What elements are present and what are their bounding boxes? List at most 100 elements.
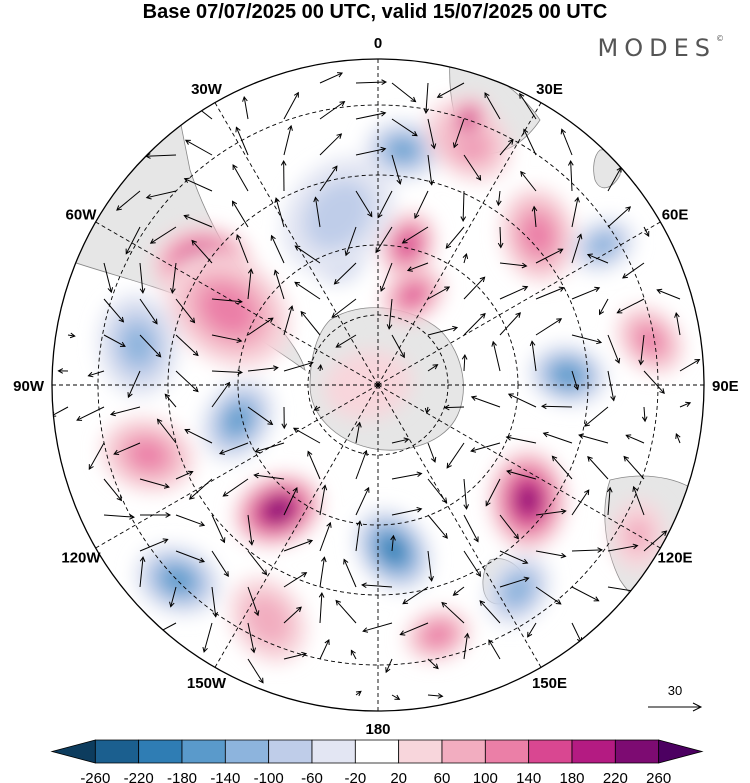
wind-arrowhead [623, 455, 630, 462]
wind-arrow [103, 334, 126, 347]
wind-arrowhead [594, 286, 601, 293]
wind-arrow [391, 535, 394, 552]
wind-arrow [139, 262, 144, 293]
wind-arrow [191, 240, 213, 264]
wind-arrowhead [235, 126, 241, 133]
wind-arrow [331, 298, 357, 318]
wind-arrow [391, 472, 422, 480]
wind-arrowhead [396, 178, 402, 185]
longitude-label: 90W [13, 378, 45, 395]
wind-arrow [247, 269, 252, 300]
wind-arrowhead [242, 95, 248, 102]
anomaly-contour-fill [520, 489, 536, 511]
wind-arrowhead [401, 238, 408, 244]
wind-arrow [492, 341, 501, 372]
wind-arrow [175, 471, 193, 480]
wind-arrow [427, 286, 450, 300]
wind-arrowhead [488, 639, 494, 646]
wind-arrowhead [540, 403, 547, 410]
wind-arrow [139, 478, 170, 488]
anomaly-contour-fill [122, 324, 154, 366]
wind-arrowhead [414, 213, 420, 219]
colorbar-swatch [50, 739, 96, 764]
wind-arrowhead [522, 285, 529, 291]
wind-arrow [626, 434, 645, 444]
wind-arrow [391, 694, 400, 700]
colorbar-tick-label: 140 [516, 770, 541, 783]
wind-arrowhead [508, 138, 514, 145]
wind-arrowhead [573, 384, 580, 391]
wind-arrow [232, 164, 249, 192]
wind-arrowhead [599, 309, 605, 316]
wind-arrow [139, 298, 158, 324]
wind-arrow [235, 127, 249, 156]
wind-arrowhead [443, 404, 450, 411]
wind-arrow [146, 154, 177, 157]
wind-arrow [283, 92, 299, 120]
wind-arrow [170, 586, 177, 607]
wind-arrow [283, 362, 313, 372]
wind-arrow [444, 406, 465, 409]
wind-arrowhead [202, 646, 208, 653]
wind-arrowhead [321, 556, 327, 563]
wind-arrowhead [333, 278, 340, 285]
wind-arrow [463, 154, 482, 181]
colorbar-tick-label: 220 [603, 770, 628, 783]
wind-arrow [319, 639, 330, 660]
wind-arrowhead [281, 423, 288, 430]
wind-arrow [211, 550, 229, 577]
wind-arrow [293, 427, 321, 444]
wind-arrowhead [507, 393, 514, 399]
wind-arrow [679, 359, 700, 372]
longitude-label: 0 [374, 35, 382, 52]
anomaly-contour-fill [637, 326, 663, 354]
wind-arrowhead [292, 486, 298, 493]
colorbar-tick-label: 100 [473, 770, 498, 783]
wind-arrowhead [300, 310, 307, 317]
wind-arrowhead [436, 92, 443, 98]
wind-arrow [463, 313, 486, 336]
wind-arrowhead [261, 569, 268, 576]
colorbar-swatch [398, 739, 443, 764]
wind-arrow [520, 171, 537, 192]
wind-arrowhead [155, 351, 162, 358]
wind-arrowhead [223, 571, 229, 578]
wind-arrowhead [675, 432, 681, 439]
wind-arrowhead [402, 599, 409, 605]
wind-arrowhead [694, 358, 701, 365]
colorbar-swatch [181, 739, 226, 764]
colorbar-tick-label: 180 [559, 770, 584, 783]
wind-arrow [391, 82, 416, 102]
wind-arrowhead [568, 159, 574, 166]
wind-arrow [388, 298, 393, 329]
wind-arrow [584, 406, 609, 427]
wind-arrowhead [606, 486, 613, 493]
wind-arrowhead [470, 395, 477, 401]
wind-arrowhead [644, 231, 650, 237]
wind-arrow [247, 317, 274, 336]
wind-arrow [391, 118, 418, 137]
wind-arrowhead [164, 393, 171, 400]
meridian-line [377, 221, 661, 386]
wind-arrowhead [452, 590, 459, 596]
wind-arrowhead [69, 332, 76, 339]
wind-arrow [561, 129, 573, 156]
wind-arrow [336, 334, 357, 348]
wind-arrowhead [625, 434, 632, 440]
wind-arrow [319, 522, 331, 552]
wind-arrow [319, 133, 342, 156]
wind-arrowhead [192, 386, 199, 393]
wind-arrowhead [267, 419, 274, 426]
wind-arrowhead [527, 631, 533, 638]
wind-arrow [425, 82, 429, 113]
wind-arrowhead [267, 317, 274, 323]
anomaly-contour-fill [163, 568, 193, 592]
wind-arrowhead [273, 269, 280, 276]
wind-arrowhead [339, 101, 346, 107]
wind-arrow [103, 478, 122, 501]
wind-arrow [247, 622, 255, 653]
wind-arrow [283, 572, 307, 588]
wind-arrowhead [596, 338, 603, 345]
wind-arrowhead [381, 79, 388, 85]
wind-arrow [247, 367, 278, 372]
